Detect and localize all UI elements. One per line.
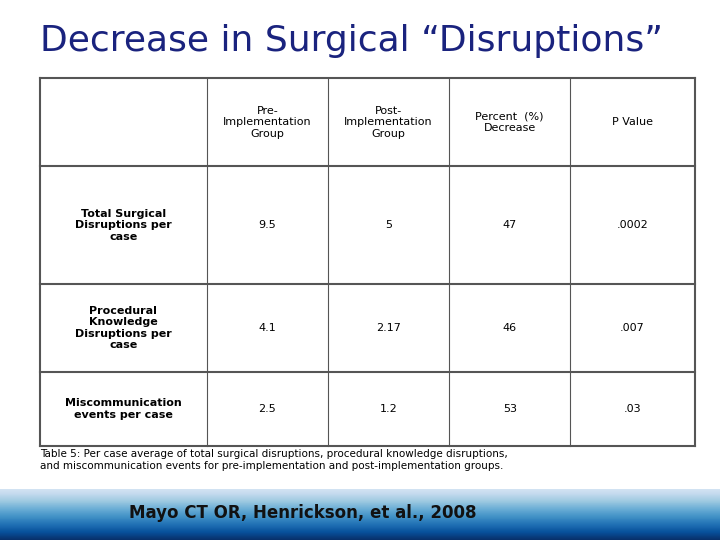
Text: 2.17: 2.17 bbox=[376, 323, 401, 333]
Text: Post-
Implementation
Group: Post- Implementation Group bbox=[344, 106, 433, 139]
Text: Mayo CT OR, Henrickson, et al., 2008: Mayo CT OR, Henrickson, et al., 2008 bbox=[129, 504, 476, 522]
Text: Miscommunication
events per case: Miscommunication events per case bbox=[65, 398, 181, 420]
Text: P Value: P Value bbox=[612, 117, 653, 127]
Text: 47: 47 bbox=[503, 220, 517, 230]
Text: 46: 46 bbox=[503, 323, 517, 333]
Text: Decrease in Surgical “Disruptions”: Decrease in Surgical “Disruptions” bbox=[40, 24, 662, 58]
Text: .007: .007 bbox=[620, 323, 645, 333]
Text: Procedural
Knowledge
Disruptions per
case: Procedural Knowledge Disruptions per cas… bbox=[75, 306, 171, 350]
Text: Pre-
Implementation
Group: Pre- Implementation Group bbox=[223, 106, 312, 139]
Text: 1.2: 1.2 bbox=[379, 404, 397, 414]
Text: .0002: .0002 bbox=[617, 220, 649, 230]
Text: 5: 5 bbox=[385, 220, 392, 230]
Text: .03: .03 bbox=[624, 404, 642, 414]
Text: Percent  (%)
Decrease: Percent (%) Decrease bbox=[475, 112, 544, 133]
Text: 9.5: 9.5 bbox=[258, 220, 276, 230]
Text: 53: 53 bbox=[503, 404, 517, 414]
Text: 4.1: 4.1 bbox=[258, 323, 276, 333]
Text: Total Surgical
Disruptions per
case: Total Surgical Disruptions per case bbox=[75, 208, 171, 242]
Text: Table 5: Per case average of total surgical disruptions, procedural knowledge di: Table 5: Per case average of total surgi… bbox=[40, 449, 508, 470]
Text: 2.5: 2.5 bbox=[258, 404, 276, 414]
